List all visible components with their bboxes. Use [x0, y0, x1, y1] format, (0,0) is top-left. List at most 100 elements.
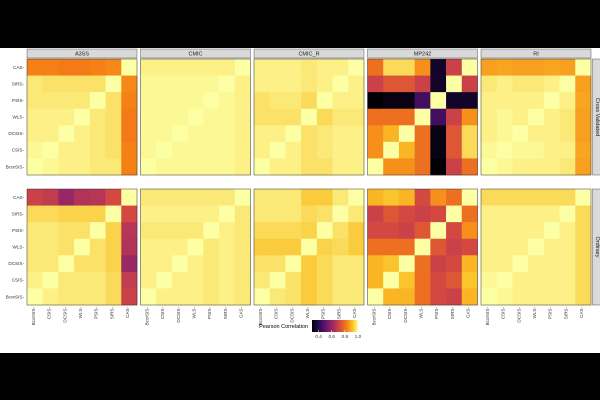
- heatmap-cell: [58, 205, 75, 223]
- x-tick-label: PSIS-: [434, 307, 439, 319]
- y-tick-label: PSIS-: [12, 228, 24, 233]
- heatmap-cell: [27, 255, 44, 273]
- heatmap-cell: [301, 141, 318, 159]
- heatmap-cell: [496, 189, 513, 206]
- heatmap-cell: [89, 158, 106, 176]
- heatmap-cell: [528, 271, 545, 289]
- heatmap-cell: [383, 92, 400, 110]
- heatmap-cell: [105, 222, 122, 240]
- heatmap-cell: [285, 205, 302, 223]
- facet-label-cmic: CMIC: [188, 52, 202, 58]
- heatmap-cell: [512, 189, 529, 206]
- panel-border: [140, 188, 251, 306]
- x-tick-label: CAS-: [125, 307, 130, 318]
- heatmap-cell: [301, 238, 318, 256]
- heatmap-cell: [367, 238, 384, 256]
- heatmap-cell: [254, 59, 271, 76]
- x-tick-label: CAS-: [239, 307, 244, 318]
- heatmap-cell: [74, 271, 91, 289]
- y-tick-label: PSIS-: [12, 98, 24, 103]
- heatmap-cell: [234, 59, 251, 76]
- heatmap-cell: [219, 125, 236, 143]
- heatmap-cell: [234, 75, 251, 93]
- heatmap-cell: [301, 288, 318, 306]
- heatmap-cell: [156, 92, 173, 110]
- heatmap-cell: [559, 141, 576, 159]
- heatmap-cell: [481, 92, 498, 110]
- heatmap-cell: [367, 255, 384, 273]
- heatmap-cell: [171, 238, 188, 256]
- heatmap-cell: [42, 125, 59, 143]
- heatmap-cell: [89, 238, 106, 256]
- heatmap-cell: [528, 288, 545, 306]
- heatmap-cell: [496, 255, 513, 273]
- heatmap-cell: [481, 158, 498, 176]
- heatmap-cell: [105, 75, 122, 93]
- heatmap-cell: [332, 59, 349, 76]
- heatmap-cell: [543, 255, 560, 273]
- heatmap-cell: [234, 108, 251, 126]
- x-tick-label: BcorSIS-: [144, 307, 149, 326]
- heatmap-cell: [285, 271, 302, 289]
- heatmap-cell: [348, 238, 365, 256]
- heatmap-cell: [74, 158, 91, 176]
- row-strip-1: [592, 188, 600, 306]
- y-tick-label: CAS-: [13, 195, 24, 200]
- heatmap-cell: [398, 59, 415, 76]
- heatmap-cell: [234, 271, 251, 289]
- heatmap-cell: [512, 59, 529, 76]
- heatmap-cell: [58, 271, 75, 289]
- y-tick-label: SIRS-: [12, 211, 25, 216]
- heatmap-cell: [430, 59, 447, 76]
- heatmap-cell: [559, 271, 576, 289]
- heatmap-cell: [269, 92, 286, 110]
- facet-label-a3ss: A3SS: [75, 52, 89, 58]
- heatmap-cell: [446, 75, 463, 93]
- heatmap-cell: [461, 255, 478, 273]
- heatmap-cell: [254, 222, 271, 240]
- facet-strip-ri: [480, 48, 592, 59]
- heatmap-cell: [348, 205, 365, 223]
- heatmap-cell: [269, 222, 286, 240]
- heatmap-cell: [156, 158, 173, 176]
- heatmap-cell: [74, 75, 91, 93]
- heatmap-cell: [481, 125, 498, 143]
- heatmap-cell: [156, 238, 173, 256]
- heatmap-cell: [332, 125, 349, 143]
- heatmap-cell: [140, 238, 157, 256]
- heatmap-cell: [203, 255, 220, 273]
- heatmap-cell: [89, 222, 106, 240]
- heatmap-cell: [367, 158, 384, 176]
- x-tick-label: WLS-: [419, 307, 424, 319]
- heatmap-cell: [58, 158, 75, 176]
- heatmap-cell: [171, 158, 188, 176]
- heatmap-cell: [187, 59, 204, 76]
- heatmap-cell: [269, 75, 286, 93]
- heatmap-cell: [383, 205, 400, 223]
- heatmap-cell: [543, 205, 560, 223]
- heatmap-cell: [430, 141, 447, 159]
- heatmap-cell: [543, 288, 560, 306]
- heatmap-cell: [105, 189, 122, 206]
- panel-border: [26, 58, 138, 176]
- x-tick-label: SIRS-: [223, 307, 228, 320]
- heatmap-cell: [58, 189, 75, 206]
- heatmap-cell: [446, 158, 463, 176]
- x-tick-label: SIRS-: [563, 307, 568, 320]
- heatmap-cell: [398, 238, 415, 256]
- heatmap-cell: [559, 288, 576, 306]
- heatmap-cell: [367, 92, 384, 110]
- panel-border: [253, 188, 365, 306]
- heatmap-cell: [285, 255, 302, 273]
- x-tick-label: SIRS-: [109, 307, 114, 320]
- heatmap-cell: [446, 92, 463, 110]
- heatmap-cell: [430, 288, 447, 306]
- heatmap-cell: [496, 158, 513, 176]
- heatmap-cell: [332, 189, 349, 206]
- heatmap-cell: [140, 141, 157, 159]
- heatmap-cell: [27, 271, 44, 289]
- x-tick-label: BcorSIS-: [31, 307, 36, 326]
- heatmap-cell: [575, 189, 592, 206]
- facet-strip-cmic_r: [253, 48, 365, 59]
- heatmap-cell: [234, 158, 251, 176]
